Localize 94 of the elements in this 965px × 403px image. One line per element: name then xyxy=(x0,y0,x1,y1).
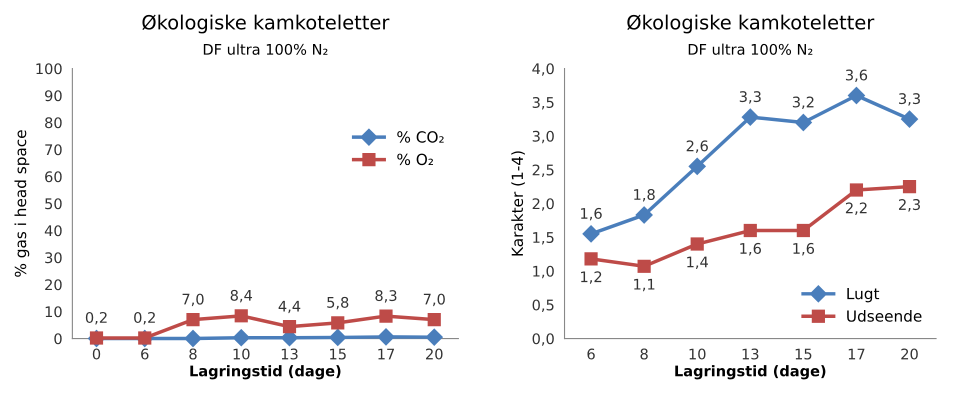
x-tick-label: 0 xyxy=(92,348,100,360)
legend-label: % O₂ xyxy=(397,154,433,166)
x-axis-title: Lagringstid (dage) xyxy=(190,365,340,380)
x-axis-title: Lagringstid (dage) xyxy=(675,365,826,380)
point xyxy=(426,328,443,346)
data-label: 1,6 xyxy=(740,242,761,256)
legend-label: % CO₂ xyxy=(397,131,444,143)
y-tick-label: 0,5 xyxy=(532,299,554,312)
point xyxy=(796,224,810,238)
x-tick-label: 13 xyxy=(282,348,298,360)
point xyxy=(850,183,864,197)
y-tick-label: 80 xyxy=(45,117,62,128)
point xyxy=(331,316,344,330)
data-label: 7,0 xyxy=(424,294,445,306)
point xyxy=(582,225,600,242)
y-tick-label: 2,5 xyxy=(532,164,554,177)
data-label: 8,4 xyxy=(230,290,252,302)
point xyxy=(902,180,916,194)
data-label: 2,2 xyxy=(846,202,867,215)
y-tick-label: 90 xyxy=(45,90,62,102)
data-label: 0,2 xyxy=(134,312,155,324)
data-label: 3,3 xyxy=(740,91,761,104)
y-tick-label: 3,0 xyxy=(532,130,554,144)
y-tick-label: 2,0 xyxy=(532,198,554,211)
data-label: 1,6 xyxy=(581,208,602,220)
x-tick-label: 20 xyxy=(901,348,918,360)
x-tick-label: 8 xyxy=(189,348,197,360)
data-label: 8,3 xyxy=(375,290,396,303)
y-axis-title: % gas i head space xyxy=(14,130,30,277)
y-tick-label: 30 xyxy=(45,252,62,264)
data-label: 1,2 xyxy=(581,271,602,284)
point xyxy=(379,310,393,323)
y-tick-label: 50 xyxy=(45,198,62,210)
y-tick-label: 70 xyxy=(45,144,62,156)
point xyxy=(282,320,296,334)
data-label: 2,6 xyxy=(686,140,708,153)
y-tick-label: 0 xyxy=(54,333,62,344)
x-tick-label: 10 xyxy=(234,348,250,360)
point xyxy=(690,237,704,251)
point xyxy=(234,309,248,322)
data-label: 0,2 xyxy=(86,312,107,324)
data-label: 3,3 xyxy=(899,93,920,106)
point xyxy=(186,313,200,326)
x-tick-label: 8 xyxy=(640,348,648,360)
point xyxy=(184,330,202,348)
y-tick-label: 0,0 xyxy=(532,333,554,346)
x-tick-label: 17 xyxy=(378,348,394,360)
chart-subtitle: DF ultra 100% N₂ xyxy=(204,44,328,55)
x-tick-label: 6 xyxy=(141,348,148,360)
point xyxy=(638,260,651,273)
data-label: 4,4 xyxy=(278,300,300,314)
legend-label: Udseende xyxy=(847,310,922,322)
x-tick-label: 15 xyxy=(330,348,346,360)
x-tick-label: 17 xyxy=(848,348,864,360)
chart-title: Økologiske kamkoteletter xyxy=(142,14,390,34)
y-tick-label: 1,0 xyxy=(533,266,554,278)
legend-label: Lugt xyxy=(847,288,880,302)
y-tick-label: 3,5 xyxy=(532,96,554,110)
point xyxy=(636,206,653,224)
point xyxy=(742,108,759,126)
y-tick-label: 20 xyxy=(45,279,62,290)
point xyxy=(584,252,598,266)
x-tick-label: 20 xyxy=(426,348,443,360)
data-label: 1,8 xyxy=(634,188,655,202)
x-tick-label: 10 xyxy=(690,348,706,360)
data-label: 2,3 xyxy=(898,199,920,212)
point xyxy=(377,328,395,346)
data-label: 1,6 xyxy=(793,242,814,256)
data-label: 5,8 xyxy=(327,296,348,310)
data-label: 7,0 xyxy=(182,294,204,306)
point xyxy=(848,86,865,104)
y-axis-title: Karakter (1-4) xyxy=(511,151,525,256)
y-tick-label: 10 xyxy=(46,306,62,318)
chart-title: Økologiske kamkoteletter xyxy=(627,14,874,34)
y-tick-label: 4,0 xyxy=(532,63,554,76)
point xyxy=(794,114,812,132)
x-tick-label: 13 xyxy=(742,348,758,360)
point xyxy=(329,328,346,346)
y-tick-label: 60 xyxy=(45,171,62,182)
x-tick-label: 15 xyxy=(796,348,812,360)
y-tick-label: 40 xyxy=(44,225,62,236)
point xyxy=(900,110,918,128)
y-tick-label: 1,5 xyxy=(533,232,554,244)
x-tick-label: 6 xyxy=(587,348,595,360)
point xyxy=(688,158,706,175)
data-label: 3,2 xyxy=(792,96,814,110)
point xyxy=(232,329,250,346)
data-label: 1,1 xyxy=(634,278,654,292)
data-label: 1,4 xyxy=(687,256,708,269)
y-tick-label: 100 xyxy=(36,63,62,74)
chart-subtitle: DF ultra 100% N₂ xyxy=(688,44,812,55)
point xyxy=(744,224,757,238)
point xyxy=(428,313,441,326)
data-label: 3,6 xyxy=(846,70,868,82)
